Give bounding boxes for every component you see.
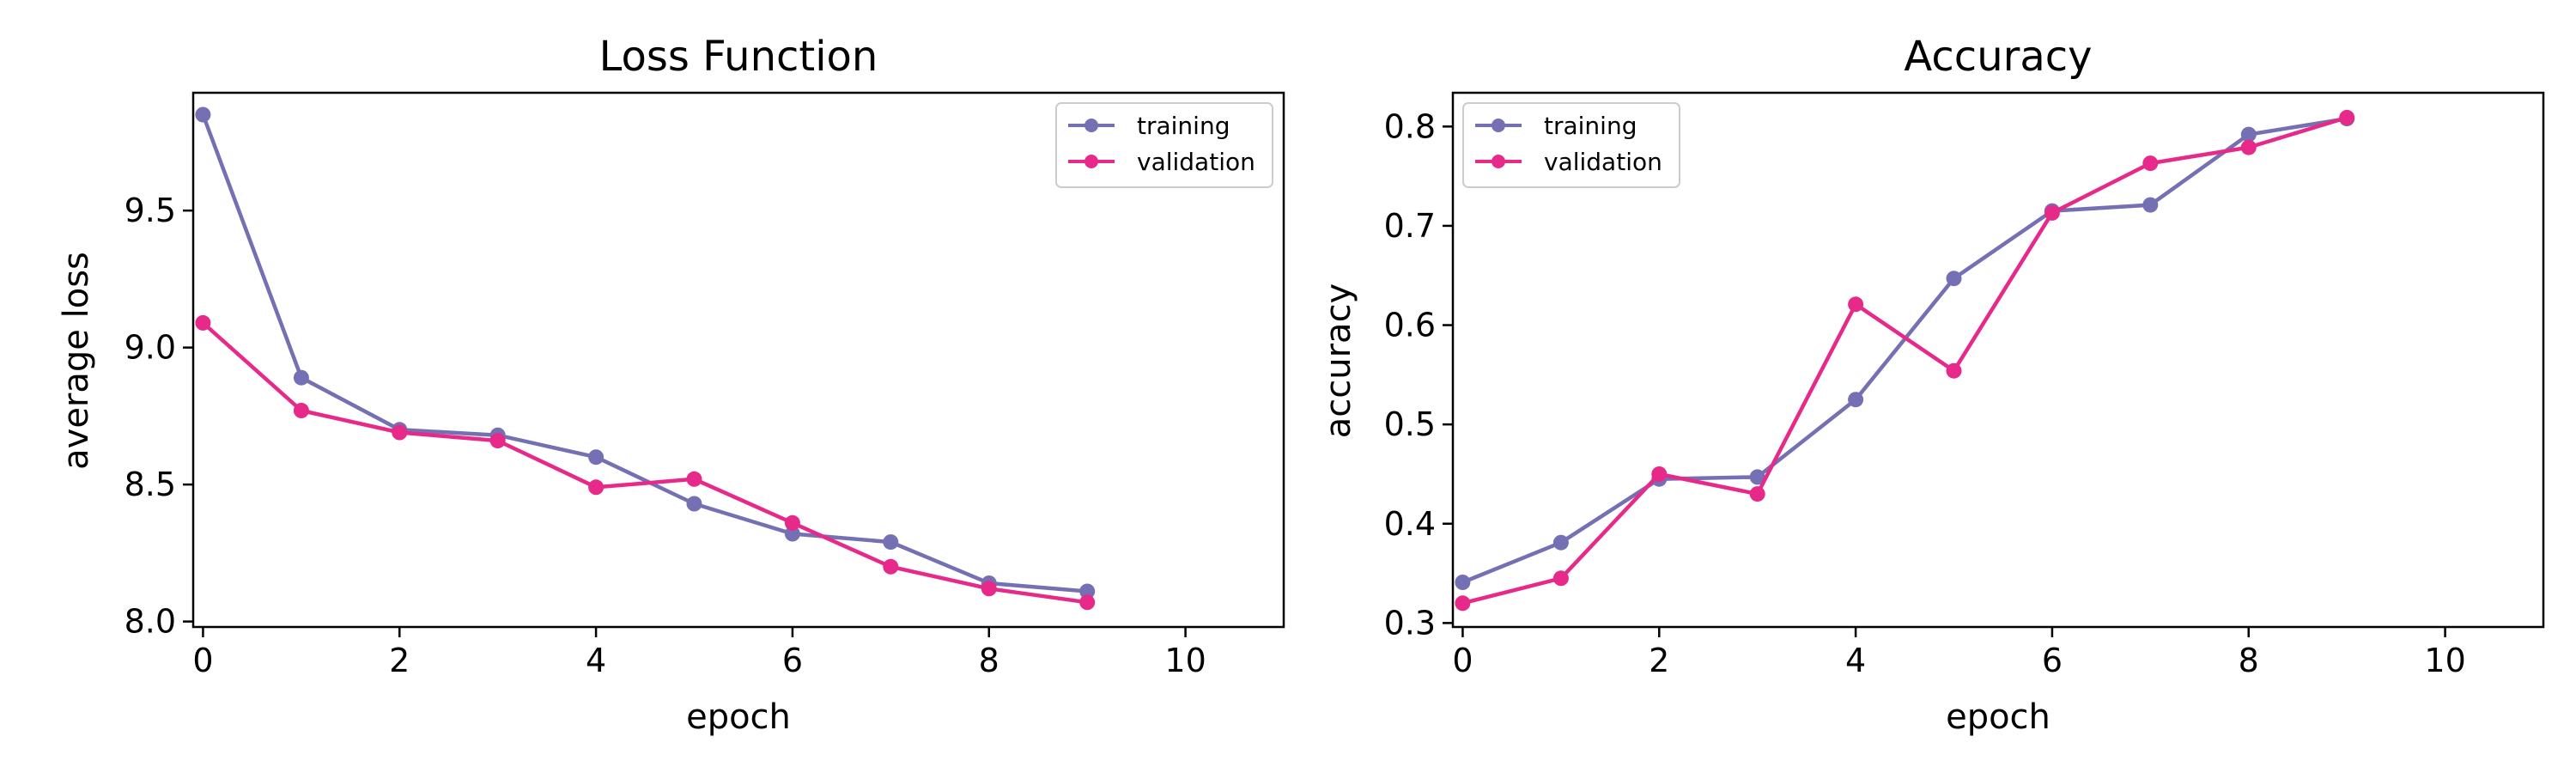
legend-label-training: training [1544,112,1637,140]
data-point-validation [1848,296,1864,313]
y-tick-label: 0.6 [1384,307,1436,344]
data-point-training [2142,197,2159,213]
data-point-validation [195,314,211,331]
legend: training validation [1462,102,1680,188]
axis-ticks: 0 2 4 6 8 10 8.0 8.5 9.0 9.5 [125,192,1206,679]
data-point-validation [1455,595,1471,612]
y-tick-label: 0.3 [1384,604,1436,642]
y-tick-label: 8.5 [125,466,176,503]
data-point-validation [1651,466,1668,482]
data-point-validation [392,424,408,441]
data-point-training [1552,534,1569,551]
data-point-training [1079,583,1096,600]
data-point-training [1455,575,1471,590]
accuracy-chart: Accuracy epoch accuracy 0 2 4 6 8 10 0.3 0.4 0.5… [1319,33,2545,737]
x-axis-label: epoch [1946,697,2050,737]
x-tick-label: 10 [2424,642,2465,679]
series-line-validation [201,320,1090,605]
data-point-validation [2240,139,2257,155]
data-point-training [686,496,702,512]
y-tick-label: 0.5 [1384,405,1436,443]
y-tick-label: 8.0 [125,603,176,641]
data-point-validation [2142,155,2159,172]
y-tick-label: 9.0 [125,329,176,367]
legend-marker-validation [1492,155,1505,168]
data-point-validation [293,403,309,418]
loss-chart: Loss Function epoch average loss 0 2 4 6 8 10… [57,33,1285,737]
data-point-training [2240,126,2257,143]
x-tick-label: 4 [586,642,606,679]
x-tick-label: 0 [1452,642,1473,679]
series-line-validation [1461,115,2349,606]
data-point-training [588,449,605,466]
y-axis-label: accuracy [1319,283,1358,438]
data-point-training [1946,271,1962,287]
x-axis-label: epoch [686,697,791,737]
plot-frame [191,91,1285,629]
data-point-validation [883,558,899,575]
legend-label-validation: validation [1137,148,1255,176]
legend-label-validation: validation [1544,148,1662,176]
legend-label-training: training [1137,112,1230,140]
data-point-training [1848,392,1864,408]
axis-ticks: 0 2 4 6 8 10 0.3 0.4 0.5 0.6 0.7 0.8 [1384,107,2466,679]
legend-marker-training [1492,119,1505,132]
plot-series [1455,109,2355,612]
data-point-validation [588,479,605,496]
y-tick-label: 9.5 [125,192,176,229]
y-tick-label: 0.4 [1384,505,1436,543]
data-point-validation [1552,570,1569,587]
data-point-training [1749,469,1765,485]
x-tick-label: 6 [2042,642,2063,679]
plot-series [195,107,1096,611]
data-point-validation [489,433,506,449]
series-line-training [201,113,1090,593]
legend-marker-validation [1084,155,1098,168]
data-point-validation [1946,362,1962,379]
x-tick-label: 8 [979,642,999,679]
data-point-validation [686,471,702,487]
x-tick-label: 2 [389,642,410,679]
legend: training validation [1055,102,1273,188]
data-point-validation [784,514,800,531]
x-tick-label: 0 [192,642,213,679]
data-point-training [195,107,211,123]
data-point-validation [1749,486,1765,502]
data-point-training [784,526,800,542]
legend-marker-training [1084,119,1098,132]
data-point-validation [2044,204,2060,221]
x-tick-label: 4 [1845,642,1866,679]
chart-title: Loss Function [599,33,878,81]
data-point-training [293,369,309,386]
x-tick-label: 10 [1164,642,1206,679]
chart-title: Accuracy [1904,33,2092,81]
y-tick-label: 0.8 [1384,107,1436,145]
data-point-validation [1079,594,1096,611]
data-point-training [883,534,899,551]
data-point-validation [981,581,997,597]
data-point-validation [2339,109,2355,125]
y-tick-label: 0.7 [1384,207,1436,245]
y-axis-label: average loss [57,252,96,470]
x-tick-label: 2 [1649,642,1669,679]
x-tick-label: 8 [2239,642,2259,679]
x-tick-label: 6 [782,642,803,679]
plot-frame [1451,91,2545,629]
